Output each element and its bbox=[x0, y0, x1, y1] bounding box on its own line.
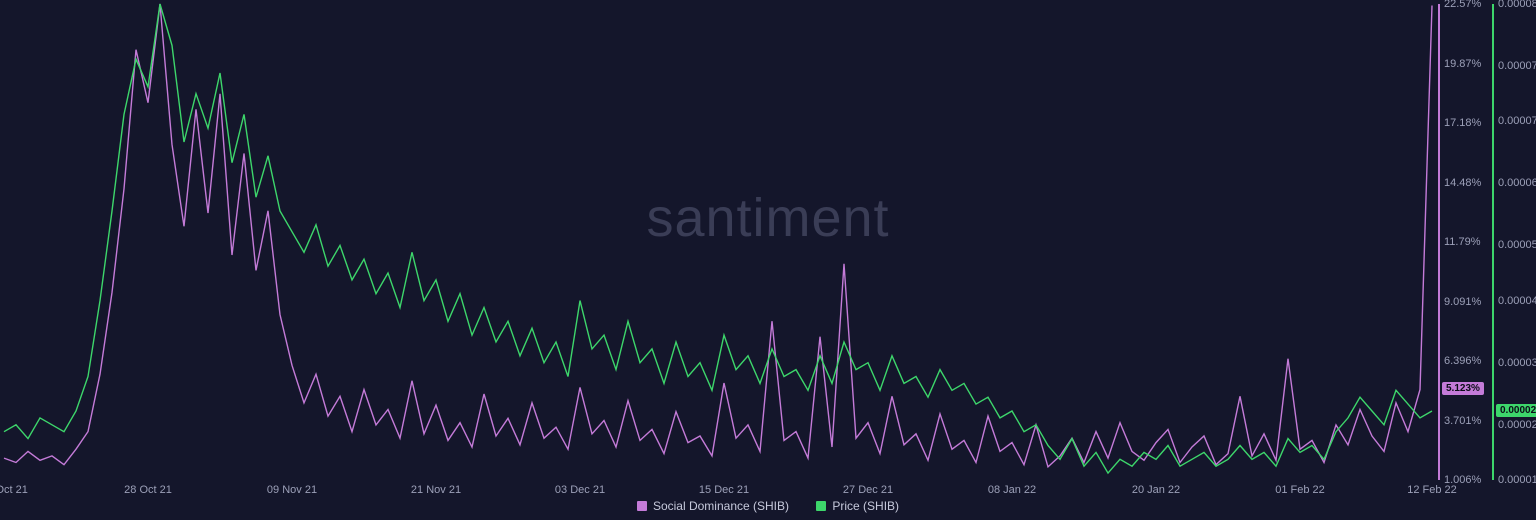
y1-tick-label: 19.87% bbox=[1444, 58, 1481, 70]
y1-axis-line bbox=[1438, 4, 1440, 480]
series-price bbox=[4, 4, 1432, 473]
y1-tick-label: 6.396% bbox=[1444, 355, 1481, 367]
y2-current-badge: 0.000029 bbox=[1496, 404, 1536, 417]
x-tick-label: 20 Jan 22 bbox=[1132, 484, 1180, 496]
x-tick-label: 01 Feb 22 bbox=[1275, 484, 1325, 496]
x-tick-label: 12 Feb 22 bbox=[1407, 484, 1457, 496]
y2-tick-label: 0.000053 bbox=[1498, 239, 1536, 251]
y1-tick-label: 17.18% bbox=[1444, 117, 1481, 129]
legend-item: Social Dominance (SHIB) bbox=[637, 499, 789, 513]
x-tick-label: 09 Nov 21 bbox=[267, 484, 317, 496]
legend-label: Social Dominance (SHIB) bbox=[653, 499, 789, 513]
chart-plot bbox=[0, 0, 1536, 520]
x-tick-label: 16 Oct 21 bbox=[0, 484, 28, 496]
series-social_dominance bbox=[4, 4, 1432, 467]
y2-tick-label: 0.000071 bbox=[1498, 115, 1536, 127]
y2-tick-label: 0.000019 bbox=[1498, 474, 1536, 486]
x-tick-label: 03 Dec 21 bbox=[555, 484, 605, 496]
y2-tick-label: 0.000045 bbox=[1498, 295, 1536, 307]
y2-tick-label: 0.000079 bbox=[1498, 60, 1536, 72]
legend: Social Dominance (SHIB) Price (SHIB) bbox=[0, 499, 1536, 514]
legend-item: Price (SHIB) bbox=[816, 499, 899, 513]
legend-swatch-icon bbox=[637, 501, 647, 511]
x-tick-label: 21 Nov 21 bbox=[411, 484, 461, 496]
y1-tick-label: 14.48% bbox=[1444, 177, 1481, 189]
y2-tick-label: 0.000027 bbox=[1498, 419, 1536, 431]
y2-tick-label: 0.000036 bbox=[1498, 357, 1536, 369]
y2-tick-label: 0.000062 bbox=[1498, 177, 1536, 189]
x-tick-label: 27 Dec 21 bbox=[843, 484, 893, 496]
y2-axis-line bbox=[1492, 4, 1494, 480]
chart-container[interactable]: santiment 22.57%19.87%17.18%14.48%11.79%… bbox=[0, 0, 1536, 520]
x-tick-label: 28 Oct 21 bbox=[124, 484, 172, 496]
y1-tick-label: 22.57% bbox=[1444, 0, 1481, 10]
y1-tick-label: 3.701% bbox=[1444, 415, 1481, 427]
x-tick-label: 15 Dec 21 bbox=[699, 484, 749, 496]
y1-tick-label: 11.79% bbox=[1444, 236, 1481, 248]
legend-swatch-icon bbox=[816, 501, 826, 511]
y1-current-badge: 5.123% bbox=[1442, 382, 1484, 395]
y1-tick-label: 9.091% bbox=[1444, 296, 1481, 308]
legend-label: Price (SHIB) bbox=[832, 499, 899, 513]
x-tick-label: 08 Jan 22 bbox=[988, 484, 1036, 496]
y2-tick-label: 0.000088 bbox=[1498, 0, 1536, 10]
